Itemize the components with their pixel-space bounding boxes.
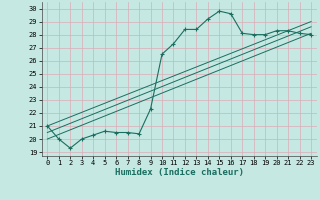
X-axis label: Humidex (Indice chaleur): Humidex (Indice chaleur)	[115, 168, 244, 177]
